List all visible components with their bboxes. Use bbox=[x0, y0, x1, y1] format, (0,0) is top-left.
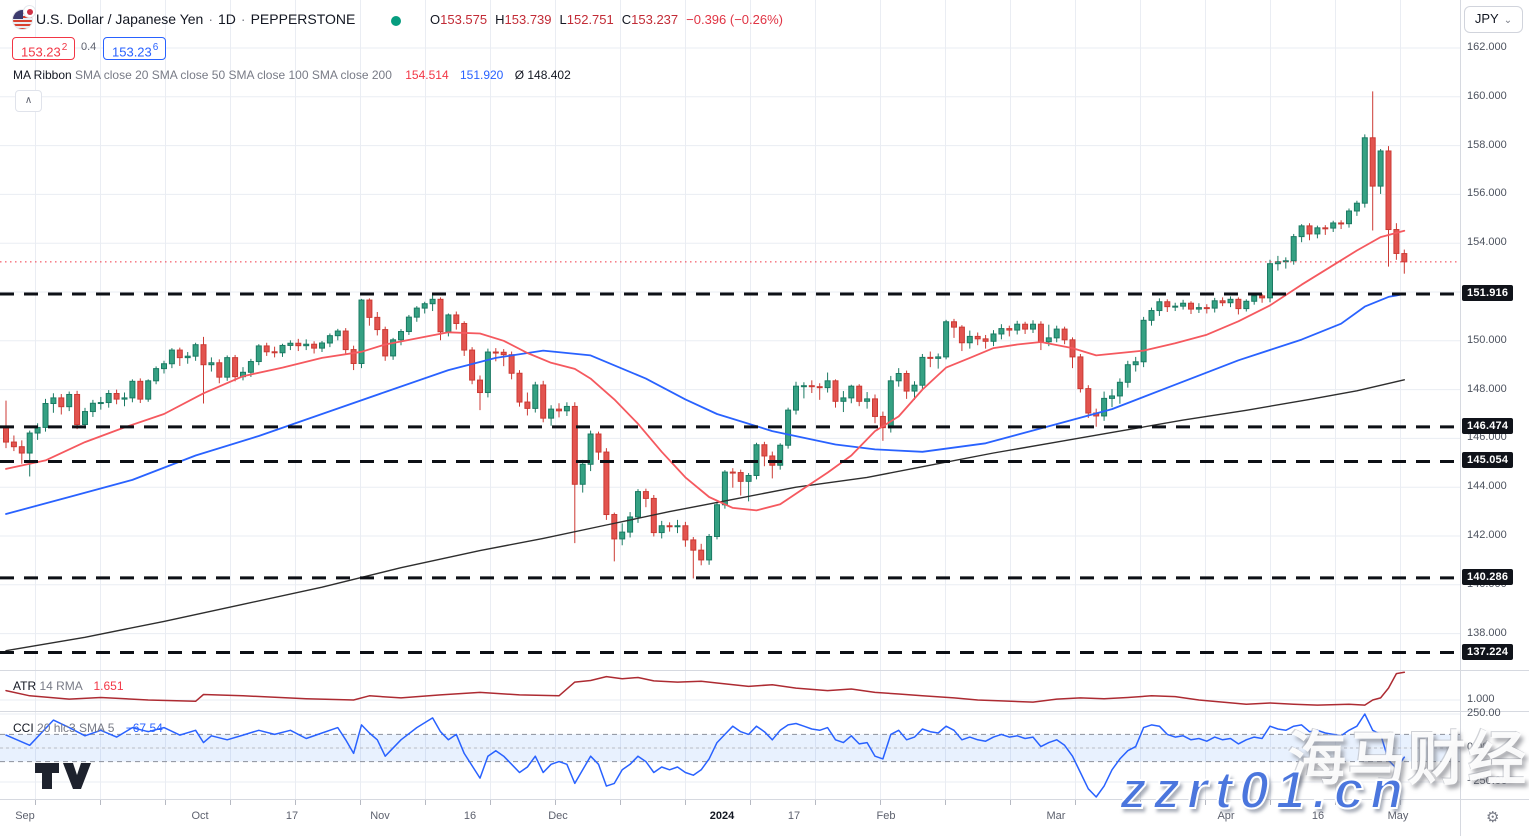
collapse-legend-button[interactable]: ∧ bbox=[15, 90, 42, 112]
time-axis-label: 16 bbox=[1311, 810, 1325, 822]
chevron-down-icon: ⌄ bbox=[1503, 15, 1513, 26]
symbol-title[interactable]: U.S. Dollar / Japanese Yen · 1D · PEPPERSTON… bbox=[36, 11, 356, 27]
cci-value: −67.54 bbox=[125, 721, 163, 735]
time-axis-label: Dec bbox=[548, 810, 568, 822]
candles bbox=[3, 91, 1408, 579]
time-axis-label: 16 bbox=[463, 810, 477, 822]
sma200-line bbox=[5, 379, 1405, 652]
price-tick: 138.000 bbox=[1467, 626, 1507, 639]
time-axis-label: May bbox=[1387, 810, 1409, 822]
sma20-value: 154.514 bbox=[405, 68, 449, 82]
price-tick: 146.000 bbox=[1467, 431, 1507, 444]
price-level-badge: 145.054 bbox=[1462, 452, 1514, 469]
price-level-badge: 140.286 bbox=[1462, 568, 1514, 585]
cci-legend[interactable]: CCI 20 hlc3 SMA 5 −67.54 bbox=[13, 721, 163, 735]
ma-ribbon-legend[interactable]: MA Ribbon SMA close 20 SMA close 50 SMA … bbox=[13, 68, 571, 82]
ohlc-key: C bbox=[621, 12, 632, 27]
time-axis-label: 17 bbox=[285, 810, 299, 822]
buy-ask-button[interactable]: 153.236 bbox=[103, 37, 167, 60]
symbol-name[interactable]: U.S. Dollar / Japanese Yen bbox=[36, 11, 204, 27]
indicator-params: SMA close 20 SMA close 50 SMA close 100 … bbox=[75, 68, 392, 82]
market-open-dot-icon bbox=[391, 16, 401, 26]
time-axis-label: Sep bbox=[15, 810, 35, 822]
price-tick: 156.000 bbox=[1467, 187, 1507, 200]
price-tick: 160.000 bbox=[1467, 89, 1507, 102]
price-tick: 144.000 bbox=[1467, 480, 1507, 493]
exchange-label: PEPPERSTONE bbox=[250, 11, 356, 27]
ohlc-value: 153.575 bbox=[440, 12, 488, 27]
price-tick: 148.000 bbox=[1467, 382, 1507, 395]
ohlc-key: L bbox=[559, 12, 567, 27]
price-level-badge: 137.224 bbox=[1462, 643, 1514, 660]
spread-value: 0.4 bbox=[81, 41, 97, 53]
watermark-cn: 海马财经 bbox=[1288, 727, 1529, 792]
time-axis-label: 17 bbox=[787, 810, 801, 822]
interval-label[interactable]: 1D bbox=[218, 11, 236, 27]
currency-unit-button[interactable]: JPY ⌄ bbox=[1464, 6, 1523, 33]
atr-value: 1.651 bbox=[93, 679, 124, 693]
price-level-badge: 146.474 bbox=[1462, 417, 1514, 434]
axis-settings-gear-icon[interactable]: ⚙ bbox=[1486, 809, 1500, 826]
price-tick: 150.000 bbox=[1467, 333, 1507, 346]
time-axis-label: Nov bbox=[370, 810, 390, 822]
tradingview-logo[interactable] bbox=[34, 762, 92, 790]
indicator-title[interactable]: MA Ribbon bbox=[13, 68, 72, 82]
sma50-value: 151.920 bbox=[459, 68, 504, 82]
atr-line bbox=[5, 671, 1406, 706]
sma20-line bbox=[5, 229, 1406, 512]
price-tick: 158.000 bbox=[1467, 138, 1507, 151]
time-axis-label: Apr bbox=[1217, 810, 1235, 822]
price-level-badge: 151.916 bbox=[1462, 285, 1514, 302]
ohlc-value: 152.751 bbox=[566, 12, 614, 27]
sma50-line bbox=[5, 293, 1406, 515]
ohlc-value: 153.739 bbox=[504, 12, 552, 27]
sma200-average-value: Ø 148.402 bbox=[514, 68, 571, 82]
cci-line bbox=[5, 713, 1406, 798]
ohlc-values: O153.575 H153.739 L152.751 C153.237 −0.396 (… bbox=[422, 12, 783, 27]
cci-scale-tick: 250.00 bbox=[1467, 707, 1501, 719]
price-tick: 142.000 bbox=[1467, 529, 1507, 541]
ohlc-value: 153.237 bbox=[631, 12, 679, 27]
ohlc-key: O bbox=[430, 12, 441, 27]
cci-scale-tick: −250.00 bbox=[1467, 775, 1508, 787]
price-tick: 154.000 bbox=[1467, 236, 1507, 249]
atr-scale-tick: 1.000 bbox=[1467, 693, 1495, 705]
ohlc-key: H bbox=[495, 12, 505, 27]
time-axis-label: Feb bbox=[876, 810, 896, 822]
atr-legend[interactable]: ATR 14 RMA 1.651 bbox=[13, 679, 124, 693]
sell-bid-button[interactable]: 153.232 bbox=[12, 37, 76, 60]
time-axis-label: Mar bbox=[1046, 810, 1066, 822]
cci-scale-tick: 0.00 bbox=[1467, 741, 1489, 753]
time-axis-label: 2024 bbox=[709, 810, 735, 822]
symbol-flag-jp-icon bbox=[24, 6, 35, 17]
change-value: −0.396 (−0.26%) bbox=[686, 12, 783, 27]
gridlines bbox=[0, 0, 1460, 799]
watermark-domain: zzrt01.cn bbox=[1119, 760, 1410, 821]
time-axis-label: Oct bbox=[191, 810, 209, 822]
price-tick: 162.000 bbox=[1467, 41, 1507, 53]
